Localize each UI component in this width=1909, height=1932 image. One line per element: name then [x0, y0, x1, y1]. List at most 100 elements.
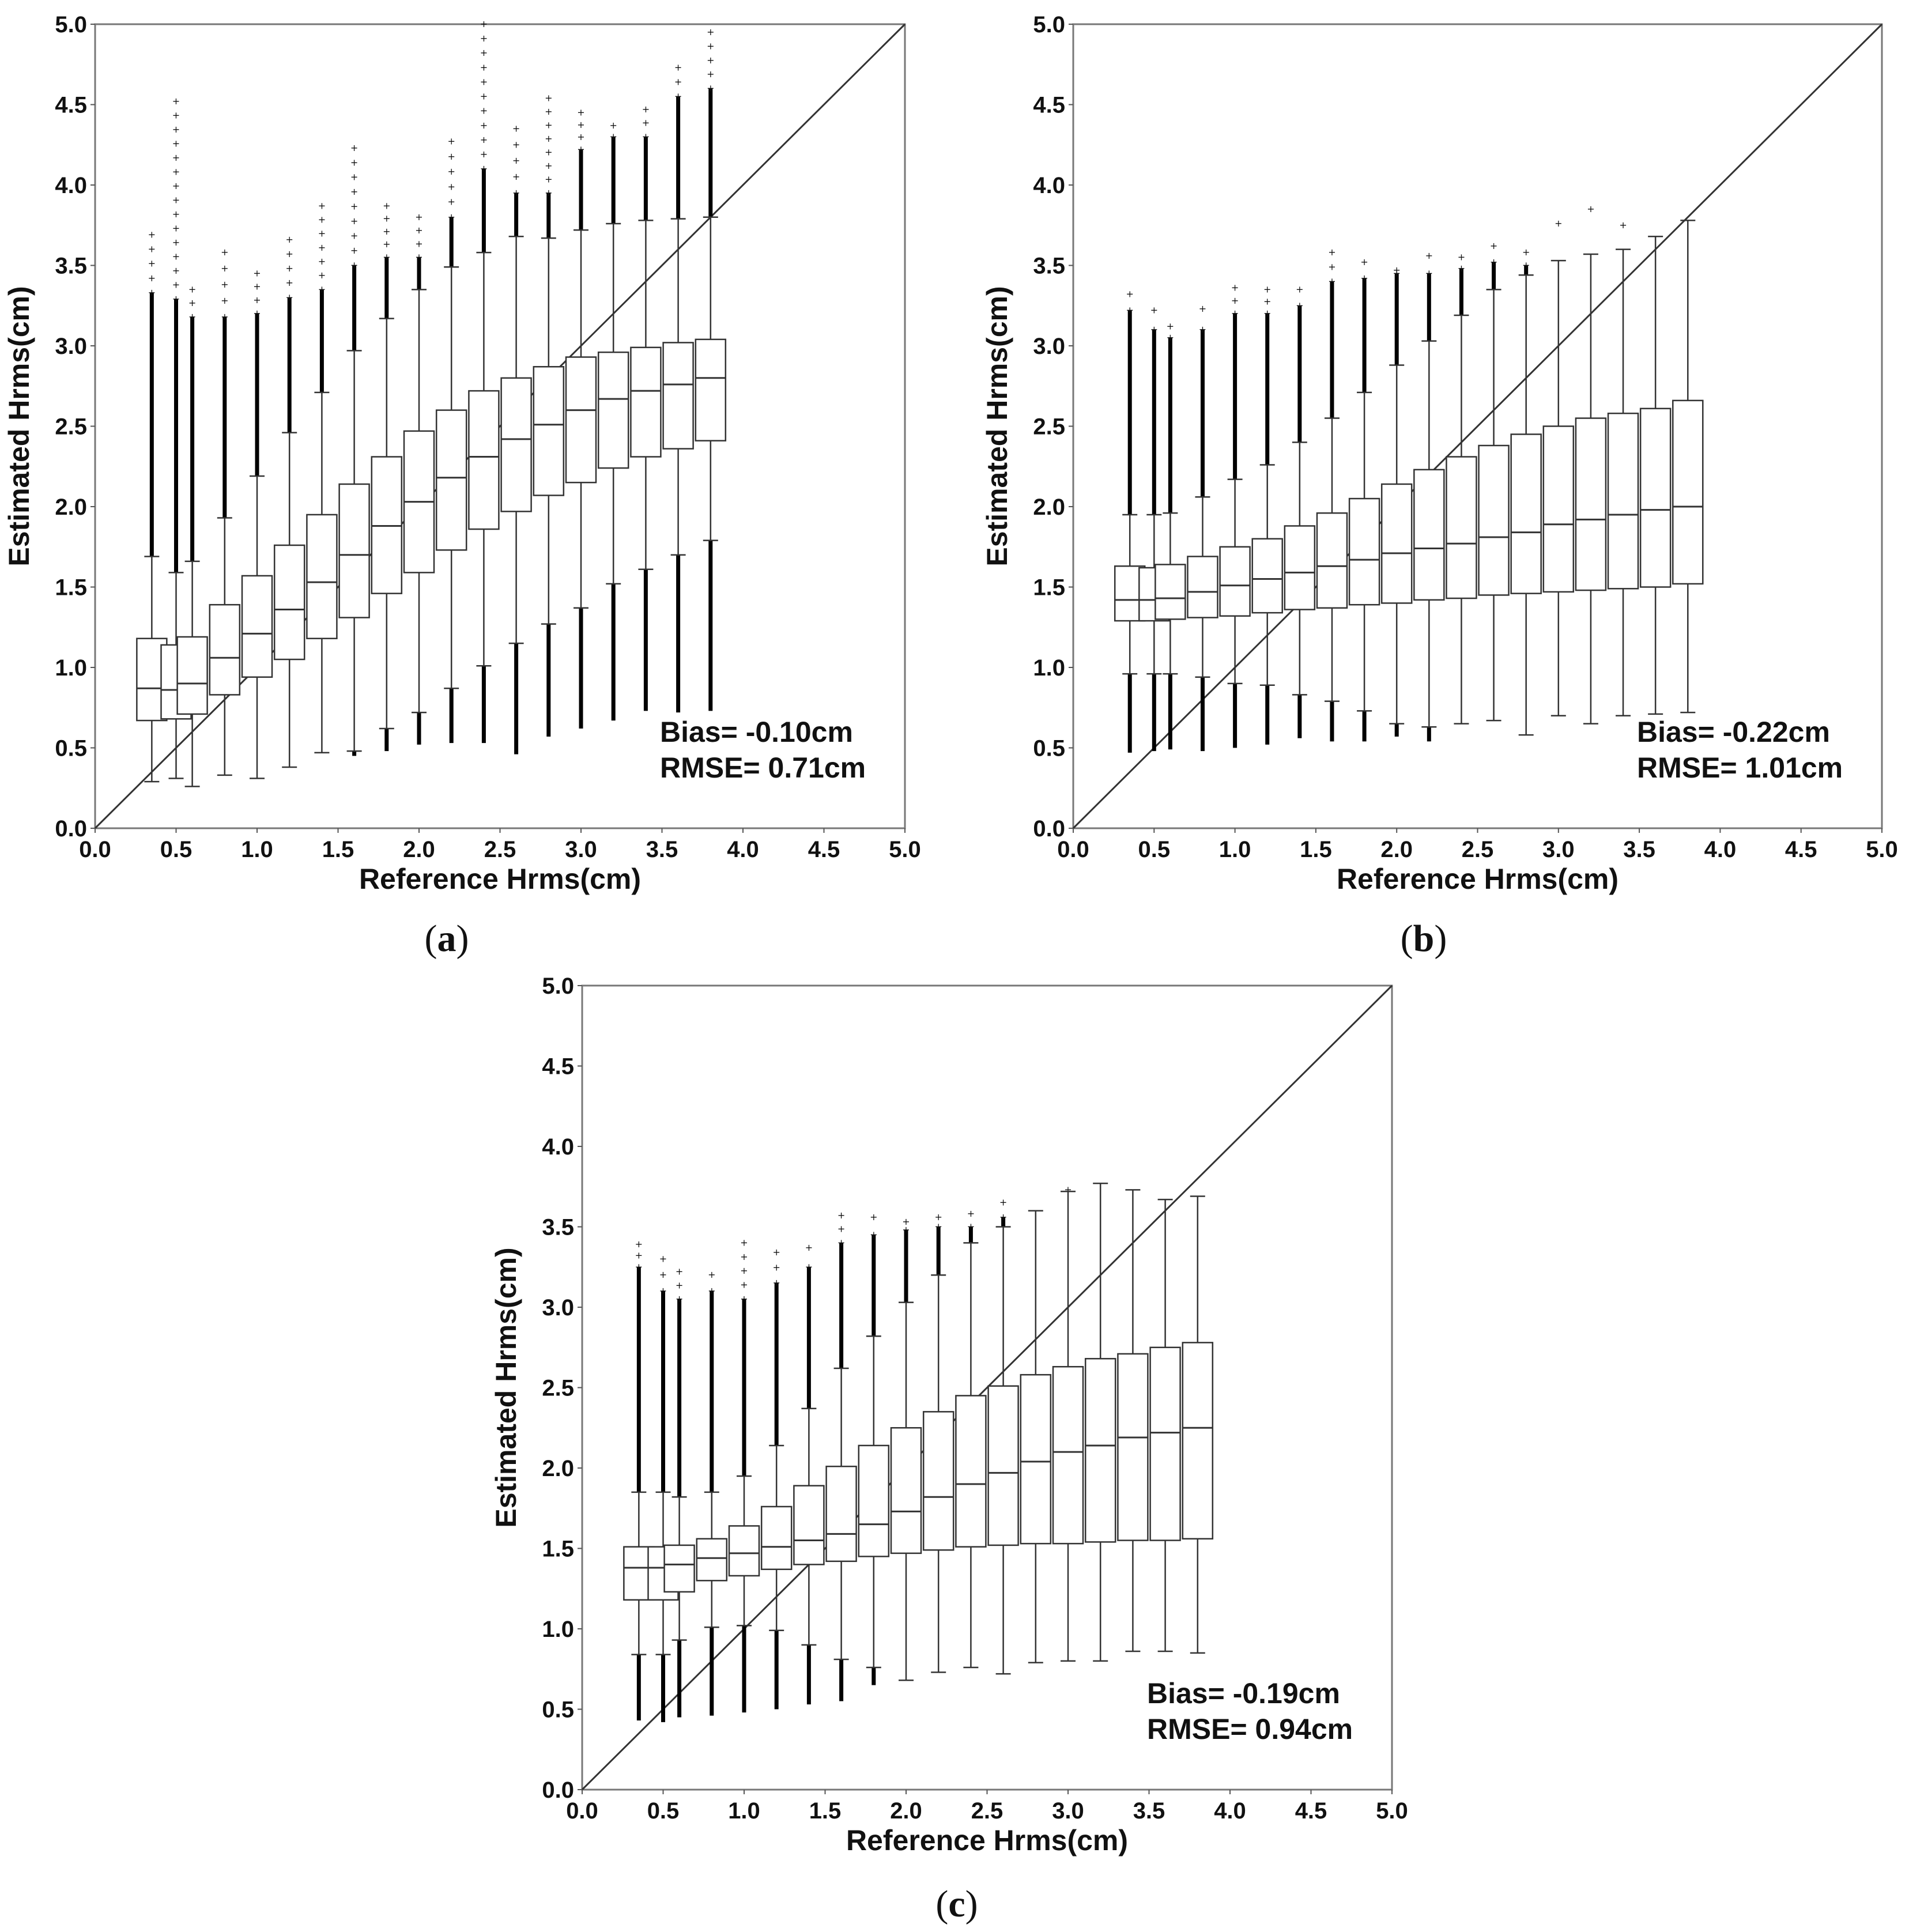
outlier-marker: + [1458, 263, 1465, 274]
rmse-annotation: RMSE= 0.94cm [1147, 1713, 1353, 1745]
outlier-marker: + [1231, 308, 1239, 319]
outlier-marker: + [253, 281, 261, 292]
outlier-marker: + [480, 91, 488, 102]
outlier-marker: + [172, 166, 180, 177]
outlier-marker: + [1619, 220, 1627, 231]
outlier-marker: + [999, 1212, 1007, 1222]
outlier-marker: + [172, 237, 180, 248]
outlier-marker: + [350, 201, 358, 212]
outlier-marker: + [318, 200, 326, 211]
box-c-5: + + + [760, 1247, 793, 1710]
outlier-marker: + [999, 1197, 1007, 1208]
outlier-marker: + [512, 171, 520, 182]
outlier-marker: + [172, 293, 180, 304]
outlier-marker: + [383, 252, 390, 263]
outlier-marker: + [172, 124, 180, 135]
box-iqr [760, 1505, 793, 1571]
outlier-marker: + [447, 212, 455, 222]
y-tick-label: 0.5 [55, 736, 87, 761]
box-iqr [565, 356, 597, 484]
box-iqr [1117, 1353, 1149, 1541]
outlier-marker: + [1126, 305, 1134, 316]
outlier-marker: + [512, 187, 520, 198]
y-tick-label: 3.5 [542, 1215, 574, 1240]
outlier-marker: + [350, 260, 358, 271]
outlier-marker: + [870, 1212, 877, 1222]
box-a-4: + + + + [241, 267, 273, 779]
x-tick-label: 3.0 [565, 837, 597, 862]
outlier-marker: + [318, 242, 326, 253]
outlier-marker: + [659, 1269, 667, 1280]
box-iqr [533, 366, 565, 496]
box-iqr [630, 346, 662, 458]
box-iqr [1020, 1373, 1052, 1545]
box-iqr [306, 514, 338, 640]
box-iqr [1446, 456, 1477, 599]
outlier-marker: + [480, 33, 488, 44]
y-tick-label: 1.5 [55, 575, 87, 601]
box-a-2: + + + [176, 284, 208, 787]
x-tick-label: 1.5 [809, 1798, 842, 1824]
y-tick-label: 2.0 [542, 1456, 574, 1481]
box-iqr [1510, 433, 1542, 594]
outlier-marker: + [707, 55, 714, 66]
outlier-marker: + [188, 311, 196, 322]
outlier-marker: + [1555, 218, 1562, 229]
y-tick-label: 3.0 [542, 1295, 574, 1320]
outlier-marker: + [870, 1229, 877, 1240]
box-b-4: + + + [1219, 282, 1251, 748]
box-a-5: + + + + + [273, 234, 305, 768]
outlier-marker: + [480, 18, 488, 29]
box-a-18: + + + + + [695, 27, 727, 711]
outlier-marker: + [172, 223, 180, 234]
panel-label: (c) [935, 1883, 978, 1925]
outlier-marker: + [967, 1208, 975, 1219]
outlier-marker: + [708, 1285, 715, 1296]
x-tick-label: 2.5 [1462, 837, 1494, 862]
outlier-marker: + [545, 187, 552, 198]
outlier-marker: + [285, 292, 293, 303]
box-iqr [662, 342, 694, 450]
y-tick-label: 4.0 [55, 173, 87, 198]
y-tick-label: 2.0 [55, 495, 87, 520]
box-a-7: + + + + + + + + + [338, 142, 370, 756]
outlier-marker: + [1393, 265, 1400, 276]
box-iqr [1052, 1365, 1084, 1545]
y-tick-label: 0.0 [1033, 816, 1065, 842]
x-tick-label: 4.5 [1785, 837, 1817, 862]
y-tick-label: 4.5 [1033, 93, 1065, 118]
box-iqr [922, 1411, 954, 1551]
box-iqr [793, 1485, 825, 1565]
outlier-marker: + [1263, 308, 1271, 319]
box-iqr [696, 1538, 728, 1582]
outlier-marker: + [1167, 332, 1174, 343]
panel-label: (a) [425, 918, 469, 960]
box-iqr [695, 338, 727, 442]
box-iqr [597, 351, 629, 469]
outlier-marker: + [1458, 252, 1465, 263]
box-b-15: + [1575, 203, 1607, 724]
box-c-7: + + + [825, 1210, 857, 1701]
outlier-marker: + [221, 263, 228, 274]
box-iqr [176, 636, 208, 715]
box-c-9: ++ [890, 1216, 922, 1681]
box-iqr [209, 603, 241, 696]
outlier-marker: + [253, 267, 261, 278]
y-tick-label: 0.5 [542, 1697, 574, 1723]
outlier-marker: + [415, 212, 422, 222]
x-tick-label: 2.5 [971, 1798, 1003, 1824]
x-tick-label: 1.5 [322, 837, 354, 862]
y-tick-label: 5.0 [542, 973, 574, 999]
x-tick-label: 0.5 [160, 837, 193, 862]
outlier-marker: + [1425, 267, 1433, 278]
outlier-marker: + [1522, 260, 1530, 271]
outlier-marker: + [609, 120, 617, 131]
outlier-marker: + [545, 160, 552, 171]
box-a-9: + + + + [403, 212, 435, 745]
outlier-marker: + [383, 213, 390, 224]
outlier-marker: + [1328, 247, 1335, 258]
outlier-marker: + [659, 1285, 667, 1296]
outlier-marker: + [676, 1266, 683, 1277]
box-iqr [1639, 407, 1672, 588]
outlier-marker: + [480, 105, 488, 116]
